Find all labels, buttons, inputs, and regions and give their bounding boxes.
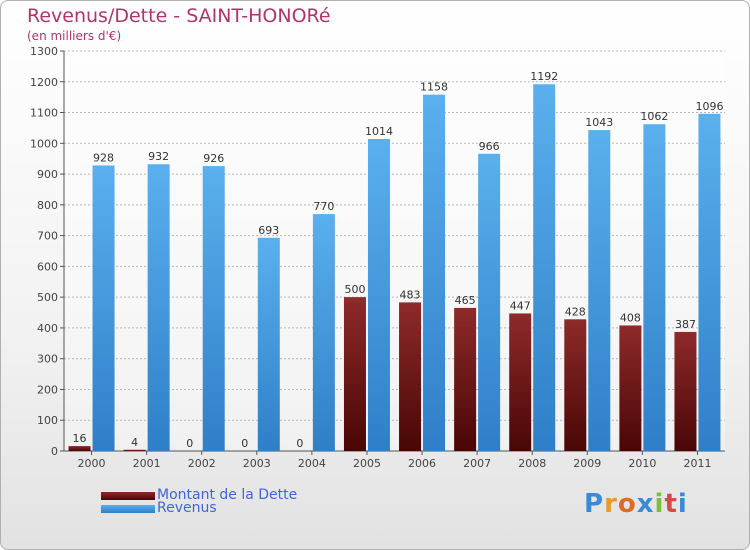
bar-debt <box>619 325 642 451</box>
data-label-debt: 0 <box>296 437 303 450</box>
logo-letter: i <box>677 489 688 519</box>
chart-subtitle: (en milliers d'€) <box>27 29 122 43</box>
bar-revenue <box>698 113 721 452</box>
bar-debt <box>68 446 91 451</box>
data-label-revenue: 1043 <box>585 116 613 129</box>
y-tick-label: 1100 <box>30 107 58 120</box>
data-label-debt: 465 <box>455 294 476 307</box>
bar-revenue <box>478 153 501 451</box>
data-label-debt: 0 <box>241 437 248 450</box>
y-tick-label: 200 <box>37 383 58 396</box>
logo-letter: x <box>636 489 655 519</box>
y-tick-label: 300 <box>37 353 58 366</box>
y-tick-label: 800 <box>37 199 58 212</box>
bar-debt <box>674 331 697 451</box>
legend-label-debt: Montant de la Dette <box>157 487 298 503</box>
data-label-revenue: 966 <box>479 140 500 153</box>
data-label-debt: 447 <box>510 299 531 312</box>
bar-debt <box>399 302 422 451</box>
bar-debt <box>343 297 366 451</box>
data-label-revenue: 926 <box>203 152 224 165</box>
data-label-revenue: 932 <box>148 150 169 163</box>
bar-revenue <box>588 130 611 452</box>
y-tick-label: 1000 <box>30 137 58 150</box>
data-label-debt: 428 <box>565 305 586 318</box>
x-tick-label: 2009 <box>573 457 601 470</box>
bar-revenue <box>643 124 666 451</box>
y-tick-label: 400 <box>37 322 58 335</box>
x-tick-label: 2008 <box>518 457 546 470</box>
y-tick-label: 1300 <box>30 45 58 58</box>
data-label-debt: 408 <box>620 311 641 324</box>
chart-title: Revenus/Dette - SAINT-HONORé <box>27 5 331 27</box>
data-label-revenue: 1096 <box>695 100 723 113</box>
y-tick-label: 600 <box>37 260 58 273</box>
bar-revenue <box>533 84 556 451</box>
x-tick-label: 2004 <box>298 457 326 470</box>
bar-debt <box>454 307 477 451</box>
bar-revenue <box>202 166 225 452</box>
data-label-revenue: 1192 <box>530 70 558 83</box>
x-tick-label: 2005 <box>353 457 381 470</box>
x-tick-label: 2001 <box>133 457 161 470</box>
x-tick-label: 2011 <box>683 457 711 470</box>
proxiti-logo: Proxiti <box>584 489 688 519</box>
data-label-revenue: 1158 <box>420 81 448 94</box>
x-tick-label: 2002 <box>188 457 216 470</box>
logo-letter: P <box>584 489 605 519</box>
x-tick-label: 2000 <box>78 457 106 470</box>
bar-revenue <box>92 165 115 451</box>
x-tick-label: 2003 <box>243 457 271 470</box>
y-tick-label: 1200 <box>30 76 58 89</box>
bar-revenue <box>312 214 335 451</box>
data-label-debt: 0 <box>186 437 193 450</box>
y-tick-label: 0 <box>51 445 58 458</box>
x-tick-label: 2010 <box>628 457 656 470</box>
logo-letter: t <box>664 489 678 519</box>
bar-revenue <box>147 164 170 451</box>
legend-label-revenue: Revenus <box>157 500 217 516</box>
data-label-revenue: 1062 <box>640 110 668 123</box>
data-label-revenue: 693 <box>258 224 279 237</box>
data-label-debt: 4 <box>131 436 138 449</box>
data-label-debt: 387 <box>675 318 696 331</box>
bar-revenue <box>367 139 390 451</box>
logo-letter: r <box>604 489 618 519</box>
data-label-revenue: 928 <box>93 151 114 164</box>
bar-revenue <box>257 237 280 451</box>
data-label-revenue: 1014 <box>365 125 393 138</box>
data-label-debt: 500 <box>344 283 365 296</box>
bar-revenue <box>423 94 446 451</box>
data-label-debt: 483 <box>400 288 421 301</box>
plot-area <box>64 51 725 451</box>
x-tick-label: 2006 <box>408 457 436 470</box>
bar-debt <box>564 319 587 451</box>
legend-swatch-revenue <box>101 505 155 513</box>
bar-debt <box>123 449 146 451</box>
bar-debt <box>509 313 532 451</box>
y-tick-label: 500 <box>37 291 58 304</box>
data-label-revenue: 770 <box>313 200 334 213</box>
logo-letter: i <box>654 489 665 519</box>
data-label-debt: 16 <box>73 432 87 445</box>
y-tick-label: 700 <box>37 230 58 243</box>
x-tick-label: 2007 <box>463 457 491 470</box>
y-tick-label: 100 <box>37 414 58 427</box>
y-tick-label: 900 <box>37 168 58 181</box>
logo-letter: o <box>617 489 637 519</box>
legend-swatch-debt <box>101 492 155 500</box>
